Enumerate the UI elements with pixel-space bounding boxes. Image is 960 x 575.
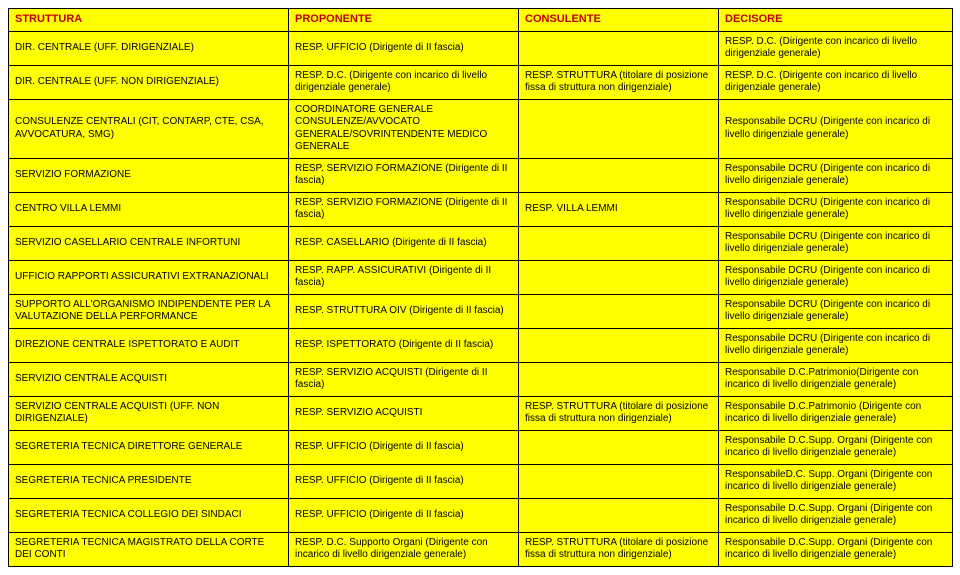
cell-proponente: RESP. UFFICIO (Dirigente di II fascia): [289, 31, 519, 65]
cell-consulente: RESP. STRUTTURA (titolare di posizione f…: [519, 396, 719, 430]
col-decisore: DECISORE: [719, 9, 953, 32]
cell-decisore: Responsabile DCRU (Dirigente con incaric…: [719, 328, 953, 362]
org-table: STRUTTURA PROPONENTE CONSULENTE DECISORE…: [8, 8, 953, 567]
cell-consulente: [519, 226, 719, 260]
cell-decisore: Responsabile DCRU (Dirigente con incaric…: [719, 158, 953, 192]
cell-proponente: RESP. UFFICIO (Dirigente di II fascia): [289, 498, 519, 532]
cell-consulente: [519, 464, 719, 498]
cell-struttura: CONSULENZE CENTRALI (CIT, CONTARP, CTE, …: [9, 99, 289, 158]
table-row: SERVIZIO FORMAZIONE RESP. SERVIZIO FORMA…: [9, 158, 953, 192]
cell-struttura: UFFICIO RAPPORTI ASSICURATIVI EXTRANAZIO…: [9, 260, 289, 294]
cell-consulente: [519, 328, 719, 362]
cell-struttura: SEGRETERIA TECNICA DIRETTORE GENERALE: [9, 430, 289, 464]
table-body: DIR. CENTRALE (UFF. DIRIGENZIALE) RESP. …: [9, 31, 953, 566]
cell-decisore: RESP. D.C. (Dirigente con incarico di li…: [719, 65, 953, 99]
cell-consulente: [519, 498, 719, 532]
cell-proponente: RESP. SERVIZIO ACQUISTI: [289, 396, 519, 430]
cell-proponente: COORDINATORE GENERALE CONSULENZE/AVVOCAT…: [289, 99, 519, 158]
cell-proponente: RESP. SERVIZIO FORMAZIONE (Dirigente di …: [289, 192, 519, 226]
cell-struttura: SEGRETERIA TECNICA MAGISTRATO DELLA CORT…: [9, 532, 289, 566]
cell-decisore: RESP. D.C. (Dirigente con incarico di li…: [719, 31, 953, 65]
cell-struttura: DIREZIONE CENTRALE ISPETTORATO E AUDIT: [9, 328, 289, 362]
cell-decisore: ResponsabileD.C. Supp. Organi (Dirigente…: [719, 464, 953, 498]
cell-proponente: RESP. SERVIZIO FORMAZIONE (Dirigente di …: [289, 158, 519, 192]
table-row: SERVIZIO CASELLARIO CENTRALE INFORTUNI R…: [9, 226, 953, 260]
cell-struttura: SERVIZIO CASELLARIO CENTRALE INFORTUNI: [9, 226, 289, 260]
table-row: SEGRETERIA TECNICA PRESIDENTE RESP. UFFI…: [9, 464, 953, 498]
cell-decisore: Responsabile D.C.Patrimonio(Dirigente co…: [719, 362, 953, 396]
cell-decisore: Responsabile DCRU (Dirigente con incaric…: [719, 226, 953, 260]
cell-consulente: RESP. STRUTTURA (titolare di posizione f…: [519, 65, 719, 99]
table-row: SERVIZIO CENTRALE ACQUISTI RESP. SERVIZI…: [9, 362, 953, 396]
cell-struttura: SERVIZIO CENTRALE ACQUISTI: [9, 362, 289, 396]
cell-consulente: [519, 362, 719, 396]
col-proponente: PROPONENTE: [289, 9, 519, 32]
cell-consulente: [519, 99, 719, 158]
col-struttura: STRUTTURA: [9, 9, 289, 32]
cell-struttura: SUPPORTO ALL'ORGANISMO INDIPENDENTE PER …: [9, 294, 289, 328]
cell-struttura: SERVIZIO CENTRALE ACQUISTI (UFF. NON DIR…: [9, 396, 289, 430]
cell-decisore: Responsabile DCRU (Dirigente con incaric…: [719, 260, 953, 294]
cell-proponente: RESP. SERVIZIO ACQUISTI (Dirigente di II…: [289, 362, 519, 396]
table-row: DIR. CENTRALE (UFF. NON DIRIGENZIALE) RE…: [9, 65, 953, 99]
table-row: SEGRETERIA TECNICA MAGISTRATO DELLA CORT…: [9, 532, 953, 566]
cell-proponente: RESP. UFFICIO (Dirigente di II fascia): [289, 430, 519, 464]
cell-proponente: RESP. STRUTTURA OIV (Dirigente di II fas…: [289, 294, 519, 328]
cell-consulente: RESP. VILLA LEMMI: [519, 192, 719, 226]
header-row: STRUTTURA PROPONENTE CONSULENTE DECISORE: [9, 9, 953, 32]
cell-consulente: [519, 158, 719, 192]
cell-consulente: [519, 294, 719, 328]
table-row: CENTRO VILLA LEMMI RESP. SERVIZIO FORMAZ…: [9, 192, 953, 226]
table-row: SEGRETERIA TECNICA COLLEGIO DEI SINDACI …: [9, 498, 953, 532]
cell-proponente: RESP. D.C. (Dirigente con incarico di li…: [289, 65, 519, 99]
cell-struttura: SEGRETERIA TECNICA PRESIDENTE: [9, 464, 289, 498]
cell-consulente: RESP. STRUTTURA (titolare di posizione f…: [519, 532, 719, 566]
cell-struttura: SEGRETERIA TECNICA COLLEGIO DEI SINDACI: [9, 498, 289, 532]
cell-proponente: RESP. ISPETTORATO (Dirigente di II fasci…: [289, 328, 519, 362]
cell-proponente: RESP. UFFICIO (Dirigente di II fascia): [289, 464, 519, 498]
cell-decisore: Responsabile D.C.Supp. Organi (Dirigente…: [719, 532, 953, 566]
cell-decisore: Responsabile DCRU (Dirigente con incaric…: [719, 294, 953, 328]
cell-consulente: [519, 260, 719, 294]
table-row: UFFICIO RAPPORTI ASSICURATIVI EXTRANAZIO…: [9, 260, 953, 294]
table-row: CONSULENZE CENTRALI (CIT, CONTARP, CTE, …: [9, 99, 953, 158]
cell-decisore: Responsabile D.C.Patrimonio (Dirigente c…: [719, 396, 953, 430]
cell-consulente: [519, 430, 719, 464]
cell-proponente: RESP. CASELLARIO (Dirigente di II fascia…: [289, 226, 519, 260]
table-row: SUPPORTO ALL'ORGANISMO INDIPENDENTE PER …: [9, 294, 953, 328]
cell-struttura: CENTRO VILLA LEMMI: [9, 192, 289, 226]
cell-struttura: DIR. CENTRALE (UFF. NON DIRIGENZIALE): [9, 65, 289, 99]
cell-decisore: Responsabile D.C.Supp. Organi (Dirigente…: [719, 430, 953, 464]
table-row: SERVIZIO CENTRALE ACQUISTI (UFF. NON DIR…: [9, 396, 953, 430]
cell-struttura: DIR. CENTRALE (UFF. DIRIGENZIALE): [9, 31, 289, 65]
cell-struttura: SERVIZIO FORMAZIONE: [9, 158, 289, 192]
col-consulente: CONSULENTE: [519, 9, 719, 32]
table-row: SEGRETERIA TECNICA DIRETTORE GENERALE RE…: [9, 430, 953, 464]
cell-proponente: RESP. D.C. Supporto Organi (Dirigente co…: [289, 532, 519, 566]
cell-decisore: Responsabile DCRU (Dirigente con incaric…: [719, 99, 953, 158]
cell-decisore: Responsabile DCRU (Dirigente con incaric…: [719, 192, 953, 226]
table-row: DIREZIONE CENTRALE ISPETTORATO E AUDIT R…: [9, 328, 953, 362]
cell-decisore: Responsabile D.C.Supp. Organi (Dirigente…: [719, 498, 953, 532]
cell-proponente: RESP. RAPP. ASSICURATIVI (Dirigente di I…: [289, 260, 519, 294]
table-row: DIR. CENTRALE (UFF. DIRIGENZIALE) RESP. …: [9, 31, 953, 65]
cell-consulente: [519, 31, 719, 65]
